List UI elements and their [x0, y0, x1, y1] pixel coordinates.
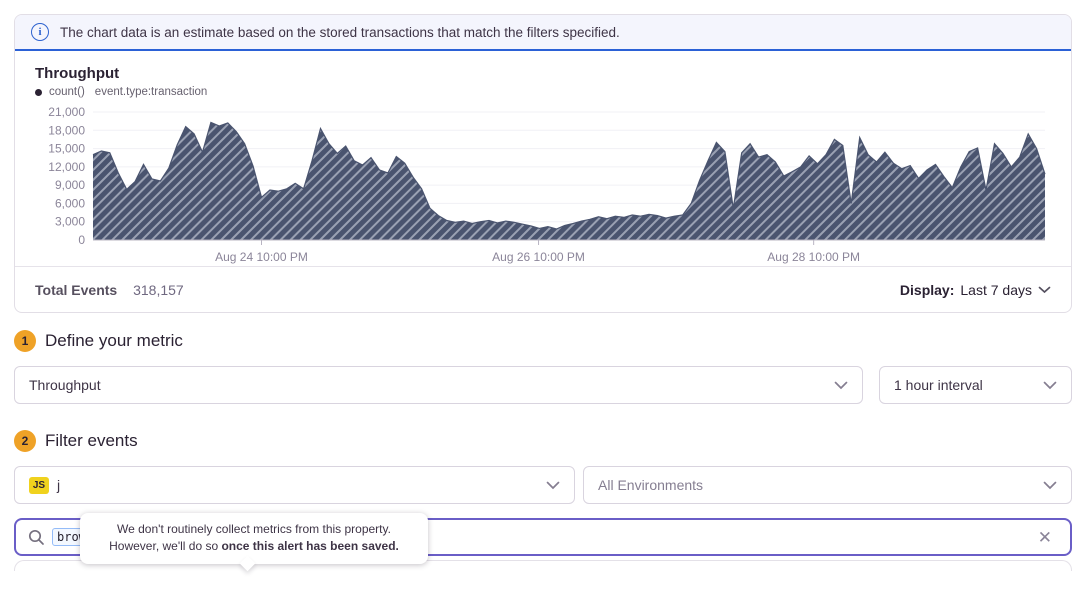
search-icon	[28, 529, 44, 545]
chart-card: i The chart data is an estimate based on…	[14, 14, 1072, 313]
environment-select[interactable]: All Environments	[583, 466, 1072, 504]
svg-text:Aug 28 10:00 PM: Aug 28 10:00 PM	[767, 250, 860, 264]
chevron-down-icon	[834, 381, 848, 389]
info-icon: i	[31, 23, 49, 41]
svg-text:Aug 26 10:00 PM: Aug 26 10:00 PM	[492, 250, 585, 264]
chart-body: Throughput count() event.type:transactio…	[15, 51, 1071, 266]
svg-text:12,000: 12,000	[48, 160, 85, 174]
metric-select-value: Throughput	[29, 377, 101, 393]
interval-select[interactable]: 1 hour interval	[879, 366, 1072, 404]
environment-select-value: All Environments	[598, 477, 704, 493]
svg-text:15,000: 15,000	[48, 142, 85, 156]
metric-select[interactable]: Throughput	[14, 366, 863, 404]
display-value: Last 7 days	[960, 281, 1032, 298]
filter-row: JS j All Environments	[14, 466, 1072, 504]
total-events-label: Total Events	[35, 281, 118, 298]
interval-select-value: 1 hour interval	[894, 377, 983, 393]
metrics-property-tooltip: We don't routinely collect metrics from …	[80, 513, 428, 572]
legend-query-label: event.type:transaction	[94, 86, 208, 98]
svg-text:18,000: 18,000	[48, 123, 85, 137]
svg-text:0: 0	[78, 233, 85, 247]
total-events-value: 318,157	[133, 281, 184, 298]
legend-dot-icon	[35, 88, 42, 96]
legend-series-label: count()	[49, 86, 85, 98]
svg-text:9,000: 9,000	[55, 178, 85, 192]
project-select-value: j	[57, 477, 61, 493]
step-2-title: Filter events	[45, 431, 138, 450]
step-define-metric: 1 Define your metric	[14, 330, 1072, 352]
chevron-down-icon	[1043, 481, 1057, 489]
chevron-down-icon	[1038, 286, 1051, 293]
clear-search-icon[interactable]: ✕	[1037, 527, 1052, 547]
throughput-chart: 0 3,000 6,000 9,000 12,000 15,000 18,000 21,000…	[48, 105, 1046, 264]
metric-row: Throughput 1 hour interval	[14, 366, 1072, 404]
tooltip-line1: We don't routinely collect metrics from …	[117, 522, 391, 536]
total-events: Total Events 318,157	[35, 282, 184, 298]
step-1-badge: 1	[14, 330, 36, 352]
javascript-platform-icon: JS	[29, 476, 49, 494]
chart-title: Throughput	[35, 65, 120, 82]
svg-text:Aug 24 10:00 PM: Aug 24 10:00 PM	[215, 250, 308, 264]
display-label: Display:	[899, 281, 955, 298]
banner-text: The chart data is an estimate based on t…	[60, 24, 620, 40]
display-range-dropdown[interactable]: Display: Last 7 days	[900, 282, 1051, 298]
chevron-down-icon	[546, 481, 560, 489]
svg-text:6,000: 6,000	[55, 196, 85, 210]
step-2-badge: 2	[14, 430, 36, 452]
step-1-title: Define your metric	[45, 331, 183, 350]
chevron-down-icon	[1043, 381, 1057, 389]
svg-text:3,000: 3,000	[55, 215, 85, 229]
tooltip-line2: However, we'll do so once this alert has…	[109, 539, 399, 554]
svg-text:21,000: 21,000	[48, 105, 85, 119]
chart-legend: count() event.type:transaction	[35, 86, 1051, 98]
project-select[interactable]: JS j	[14, 466, 575, 504]
estimate-info-banner: i The chart data is an estimate based on…	[15, 15, 1071, 51]
step-filter-events: 2 Filter events	[14, 430, 1072, 452]
chart-footer: Total Events 318,157 Display: Last 7 day…	[15, 266, 1071, 312]
